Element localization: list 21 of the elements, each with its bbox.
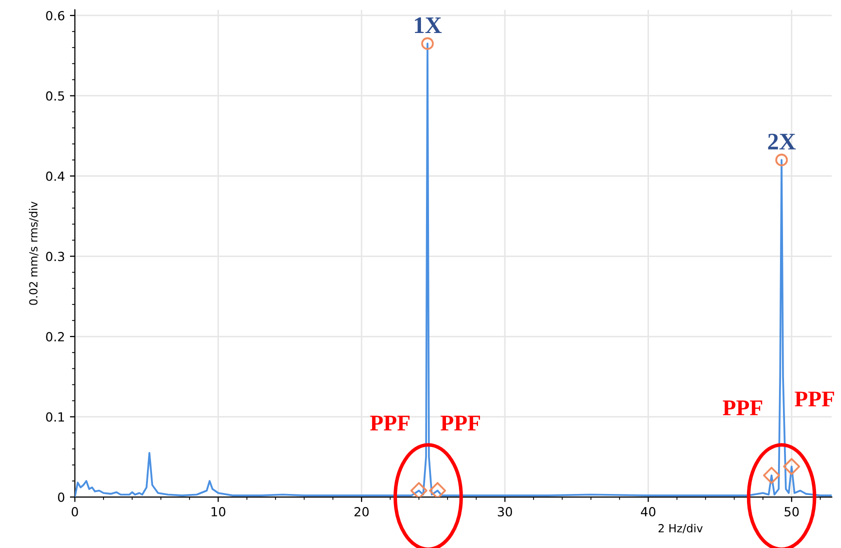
annotation: 2X: [768, 134, 796, 150]
y-tick-label: 0.5: [46, 91, 64, 101]
y-tick-label: 0.6: [46, 10, 64, 20]
y-axis-title: 0.02 mm/s rms/div: [28, 202, 38, 305]
y-tick-label: 0.2: [46, 332, 64, 342]
x-tick-label: 20: [354, 506, 369, 516]
annotation: 1X: [414, 17, 442, 33]
annotation: PPF: [440, 416, 480, 430]
x-tick-label: 0: [72, 506, 78, 516]
annotation: PPF: [722, 400, 762, 416]
annotation: PPF: [794, 392, 834, 406]
y-tick-label: 0.1: [46, 412, 64, 422]
y-tick-label: 0.3: [46, 252, 64, 262]
x-tick-label: 50: [784, 506, 799, 516]
annotation: PPF: [370, 416, 410, 430]
x-axis-title: 2 Hz/div: [658, 524, 703, 534]
y-tick-label: 0: [58, 492, 64, 502]
y-tick-label: 0.4: [46, 171, 64, 181]
x-tick-label: 10: [212, 506, 226, 516]
x-tick-label: 40: [640, 506, 656, 516]
x-tick-label: 30: [498, 506, 512, 516]
